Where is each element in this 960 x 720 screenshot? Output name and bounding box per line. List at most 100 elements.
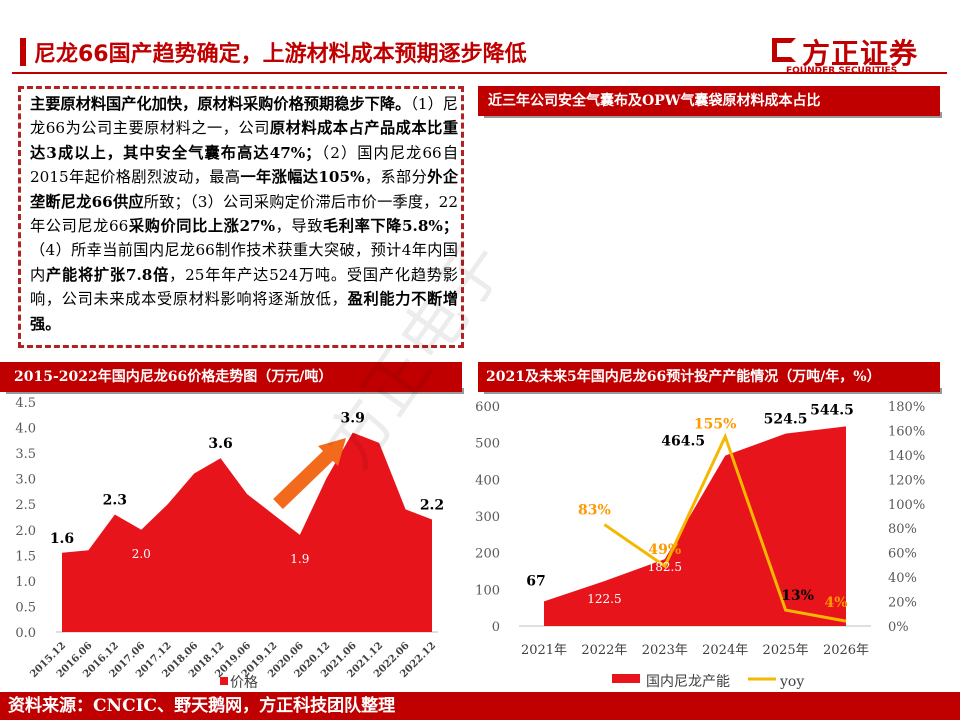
price-area xyxy=(62,432,432,632)
summary-text-run: ，25年年产达524万吨。受国产化趋势影响，公司未来成本受原材料影响将逐渐放低， xyxy=(30,265,458,309)
x-tick-label: 2021年 xyxy=(521,643,567,658)
pie-chart-header: 近三年公司安全气囊布及OPW气囊袋原材料成本占比 xyxy=(478,86,940,116)
summary-bold: 外企垄断尼龙66供应 xyxy=(30,168,459,211)
price-data-label: 2.3 xyxy=(103,492,127,508)
y-right-tick-label: 60% xyxy=(888,547,917,562)
price-series xyxy=(62,432,432,632)
price-chart-axis: 0.00.51.01.52.02.53.03.54.04.52015.12201… xyxy=(15,396,438,680)
capacity-data-label: 182.5 xyxy=(648,560,682,574)
x-tick-label: 2026年 xyxy=(823,643,869,658)
y-tick-label: 1.5 xyxy=(15,549,36,564)
yoy-series xyxy=(603,432,847,623)
y-right-tick-label: 120% xyxy=(888,473,925,488)
logo-text-en: FOUNDER SECURITIES xyxy=(786,66,898,76)
y-right-tick-label: 40% xyxy=(888,571,917,586)
title-divider xyxy=(12,72,947,74)
capacity-chart-axis: 0 100 200 300 400 500 600 0% 20% 40% 60% 80% 100% 120… xyxy=(475,400,925,658)
y-tick-label: 0.5 xyxy=(15,600,36,615)
yoy-line xyxy=(603,432,847,623)
x-tick-label: 2025年 xyxy=(763,643,809,658)
y-right-tick-label: 100% xyxy=(888,498,925,513)
yoy-data-label: 4% xyxy=(824,595,847,611)
y-tick-label: 0.0 xyxy=(15,626,36,641)
y-left-tick-label: 100 xyxy=(475,583,500,598)
price-data-label: 1.6 xyxy=(50,531,74,547)
price-data-label: 2.2 xyxy=(420,498,444,514)
founder-logo-icon xyxy=(772,38,796,62)
y-tick-label: 2.5 xyxy=(15,498,36,513)
capacity-series xyxy=(544,426,846,626)
y-right-tick-label: 140% xyxy=(888,449,925,464)
capacity-combo-chart: 0 100 200 300 400 500 600 0% 20% 40% 60% 80% 100% 120… xyxy=(475,400,925,690)
growth-arrow-shaft xyxy=(273,446,337,510)
page-title: 尼龙66国产趋势确定，上游材料成本预期逐步降低 xyxy=(34,42,527,67)
summary-bold: 一年涨幅达105% xyxy=(240,168,365,187)
capacity-legend: 国内尼龙产能 yoy xyxy=(612,674,804,690)
price-area-chart: 0.00.51.01.52.02.53.03.54.04.52015.12201… xyxy=(15,396,444,691)
legend-swatch xyxy=(612,674,640,683)
x-tick-label: 2024年 xyxy=(702,643,748,658)
summary-text-run: （2）国内尼龙66自2015年起价格剧烈波动，最高 xyxy=(30,143,459,187)
yoy-data-label: 155% xyxy=(694,417,737,433)
growth-arrow-head xyxy=(318,438,346,466)
summary-text: 主要原材料国产化加快，原材料采购价格预期稳步下降。（1）尼龙66为公司主要原材料… xyxy=(30,92,458,336)
legend-label: yoy xyxy=(779,674,804,690)
y-left-tick-label: 0 xyxy=(492,620,500,635)
summary-bold: 主要原材料国产化加快，原材料采购价格预期稳步下降。 xyxy=(30,95,411,113)
y-right-tick-label: 160% xyxy=(888,424,925,439)
yoy-data-label: 13% xyxy=(781,588,814,604)
y-tick-label: 4.5 xyxy=(15,396,36,411)
legend-label: 国内尼龙产能 xyxy=(646,674,730,690)
summary-text-run: 所致；（3）公司采购定价滞后市价一季度，22年公司尼龙66 xyxy=(30,192,458,236)
title-accent-bar xyxy=(20,38,26,66)
summary-bold: 采购价同比上涨27% xyxy=(128,217,276,236)
summary-text-run: （1）尼龙66为公司主要原材料之一，公司 xyxy=(30,95,458,138)
y-left-tick-label: 600 xyxy=(475,400,500,415)
price-legend: 价格 xyxy=(220,675,258,691)
capacity-area xyxy=(544,426,846,626)
yoy-data-label: 83% xyxy=(578,503,611,519)
legend-label: 价格 xyxy=(230,675,258,691)
pie-charts: 47% 32% 原材料成本占比其他成本占比原材料成本占比其他成本占比 xyxy=(478,118,948,362)
summary-box xyxy=(18,86,464,348)
yoy-data-label: 49% xyxy=(648,542,681,558)
summary-bold: 毛利率下降5.8%； xyxy=(323,217,459,236)
capacity-data-label: 544.5 xyxy=(810,402,854,418)
logo-text-cn: 方正证券 xyxy=(802,37,919,70)
capacity-data-label: 464.5 xyxy=(661,434,705,450)
legend-swatch xyxy=(220,677,228,685)
y-left-tick-label: 300 xyxy=(475,510,500,525)
capacity-data-label: 122.5 xyxy=(587,592,621,606)
y-tick-label: 4.0 xyxy=(15,422,36,437)
summary-bold: 原材料成本占产品成本比重达3成以上，其中安全气囊布高达47%； xyxy=(30,119,459,162)
y-left-tick-label: 500 xyxy=(475,437,500,452)
x-tick-label: 2022年 xyxy=(581,643,627,658)
source-footer: 资料来源：CNCIC、野天鹅网，方正科技团队整理 xyxy=(0,692,960,720)
capacity-data-label: 67 xyxy=(526,573,545,589)
price-data-label: 3.9 xyxy=(341,411,365,427)
x-tick-label: 2023年 xyxy=(642,643,688,658)
y-tick-label: 2.0 xyxy=(15,524,36,539)
y-right-tick-label: 180% xyxy=(888,400,925,415)
y-tick-label: 3.5 xyxy=(15,447,36,462)
summary-text-run: ，导致 xyxy=(275,217,323,236)
summary-bold: 盈利能力不断增强。 xyxy=(30,290,459,333)
y-tick-label: 3.0 xyxy=(15,473,36,488)
y-left-tick-label: 400 xyxy=(475,473,500,488)
y-right-tick-label: 80% xyxy=(888,522,917,537)
summary-text-run: ，系部分 xyxy=(364,168,428,187)
price-chart-header: 2015-2022年国内尼龙66价格走势图（万元/吨） xyxy=(0,362,462,392)
price-data-label: 3.6 xyxy=(208,436,232,452)
capacity-chart-header: 2021及未来5年国内尼龙66预计投产产能情况（万吨/年，%） xyxy=(478,362,940,392)
price-data-labels: 1.6 2.3 2.0 3.6 1.9 3.9 2.2 xyxy=(50,411,444,566)
price-data-label: 2.0 xyxy=(132,547,151,561)
price-data-label: 1.9 xyxy=(290,552,309,566)
y-tick-label: 1.0 xyxy=(15,575,36,590)
summary-bold: 产能将扩张7.8倍 xyxy=(45,265,170,284)
capacity-data-label: 524.5 xyxy=(764,412,808,428)
summary-text-run: （4）所幸当前国内尼龙66制作技术获重大突破，预计4年内国内 xyxy=(30,241,458,284)
y-right-tick-label: 0% xyxy=(888,620,909,635)
y-left-tick-label: 200 xyxy=(475,547,500,562)
y-right-tick-label: 20% xyxy=(888,596,917,611)
